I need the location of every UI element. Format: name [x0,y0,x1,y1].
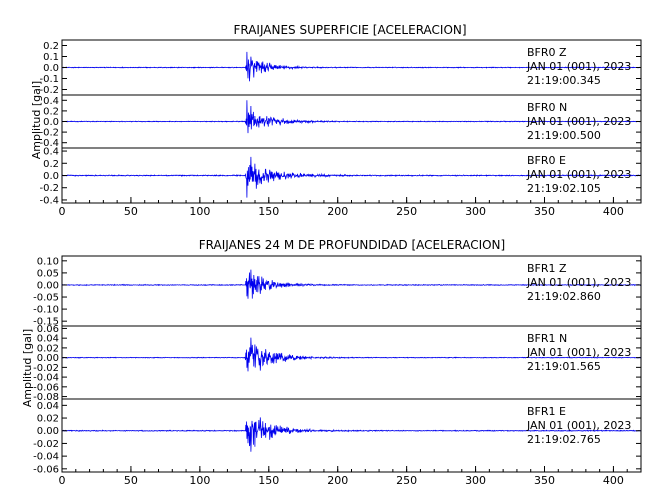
x-tick-label: 250 [396,474,417,487]
y-tick-label: 0.00 [37,280,59,291]
y-tick-label: 0.2 [43,106,59,117]
time-label: 21:19:00.345 [527,74,601,87]
y-tick-label: 0.10 [37,256,59,267]
x-tick-label: 100 [189,205,210,218]
station-label: BFR1 N [527,332,567,345]
waveform-trace [61,156,641,198]
y-axis-label-depth: Amplitud [gal] [21,329,34,407]
x-tick-label: 50 [124,474,138,487]
y-tick-label: 0.02 [37,343,59,354]
y-tick-label: -0.04 [33,373,59,384]
y-tick-label: 0.00 [37,353,59,364]
y-tick-label: 0.00 [37,426,59,437]
y-tick-label: -0.08 [33,392,59,403]
y-tick-label: -0.04 [33,452,59,463]
station-label: BFR0 E [527,154,566,167]
y-tick-label: 0.0 [43,117,59,128]
waveform-trace [61,417,642,452]
y-tick-label: 0.02 [37,414,59,425]
chart-title-surface: FRAIJANES SUPERFICIE [ACELERACION] [233,23,466,37]
x-tick-label: 350 [534,205,555,218]
x-tick-label: 400 [603,474,624,487]
x-tick-label: 350 [534,474,555,487]
x-tick-label: 400 [603,205,624,218]
y-tick-label: -0.02 [33,439,59,450]
waveform-trace [61,337,642,372]
y-tick-label: -0.05 [33,293,59,304]
x-tick-label: 50 [124,205,138,218]
y-tick-label: -0.2 [39,183,59,194]
time-label: 21:19:00.500 [527,129,601,142]
x-tick-label: 250 [396,205,417,218]
date-label: JAN 01 (001), 2023 [526,115,631,128]
y-tick-label: 0.2 [43,159,59,170]
date-label: JAN 01 (001), 2023 [526,419,631,432]
waveform-trace [61,51,641,82]
station-label: BFR1 E [527,405,566,418]
x-tick-label: 150 [258,205,279,218]
y-tick-label: -0.2 [39,85,59,96]
y-tick-label: 0.05 [37,268,59,279]
x-tick-label: 200 [327,474,348,487]
x-tick-label: 0 [59,474,66,487]
date-label: JAN 01 (001), 2023 [526,60,631,73]
y-tick-label: 0.04 [37,334,59,345]
y-tick-label: 0.06 [37,324,59,335]
date-label: JAN 01 (001), 2023 [526,346,631,359]
x-tick-label: 300 [465,474,486,487]
y-tick-label: 0.2 [43,41,59,52]
station-label: BFR1 Z [527,262,567,275]
y-tick-label: -0.06 [33,382,59,393]
y-tick-label: 0.4 [43,147,59,158]
y-tick-label: -0.4 [39,195,59,206]
y-tick-label: 0.4 [43,96,59,107]
y-tick-label: -0.02 [33,363,59,374]
y-tick-label: -0.10 [33,305,59,316]
date-label: JAN 01 (001), 2023 [526,276,631,289]
y-tick-label: -0.06 [33,464,59,475]
waveform-trace [61,269,641,299]
y-tick-label: 0.04 [37,401,59,412]
y-axis-label-surface: Amplitud [gal] [30,81,43,159]
time-label: 21:19:02.860 [527,290,601,303]
station-label: BFR0 Z [527,46,567,59]
time-label: 21:19:02.765 [527,433,601,446]
station-label: BFR0 N [527,101,567,114]
time-label: 21:19:01.565 [527,360,601,373]
chart-title-depth: FRAIJANES 24 M DE PROFUNDIDAD [ACELERACI… [199,238,505,252]
y-tick-label: -0.15 [33,317,59,328]
y-tick-label: -0.4 [39,138,59,149]
date-label: JAN 01 (001), 2023 [526,168,631,181]
waveform-trace [61,100,641,134]
x-tick-label: 100 [189,474,210,487]
x-tick-label: 150 [258,474,279,487]
y-tick-label: 0.0 [43,63,59,74]
x-tick-label: 200 [327,205,348,218]
y-tick-label: -0.1 [39,74,59,85]
y-tick-label: 0.1 [43,52,59,63]
time-label: 21:19:02.105 [527,182,601,195]
y-tick-label: 0.0 [43,171,59,182]
x-tick-label: 300 [465,205,486,218]
y-tick-label: -0.2 [39,128,59,139]
x-tick-label: 0 [59,205,66,218]
